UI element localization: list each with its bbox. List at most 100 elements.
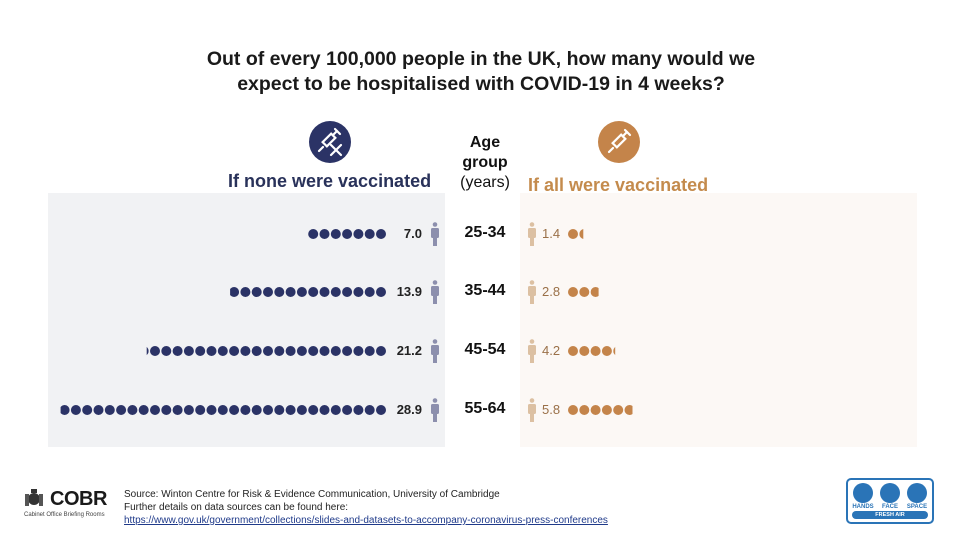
dot-s0-r2 bbox=[183, 346, 194, 356]
hands-face-space-badge: HANDS FACE SPACE FRESH AIR bbox=[846, 478, 934, 524]
dot-s0-r3 bbox=[217, 405, 228, 415]
person-icon bbox=[527, 280, 537, 304]
dot-s1-r2 bbox=[601, 346, 612, 356]
age-label: 25-34 bbox=[464, 224, 506, 241]
dot-s1-r1 bbox=[568, 287, 578, 297]
dot-s0-r2 bbox=[206, 346, 217, 356]
dot-s0-r2 bbox=[353, 346, 364, 356]
dot-s0-r3 bbox=[127, 405, 138, 415]
dot-s0-r2 bbox=[364, 346, 375, 356]
dot-s0-r3 bbox=[206, 405, 217, 415]
source-text: Source: Winton Centre for Risk & Evidenc… bbox=[124, 489, 500, 500]
partial-dot-s0-r1 bbox=[230, 287, 240, 297]
value-label-vaccinated: 1.4 bbox=[542, 226, 561, 241]
dot-s0-r1 bbox=[364, 287, 375, 297]
dot-s0-r1 bbox=[274, 287, 285, 297]
dot-s0-r3 bbox=[308, 405, 319, 415]
face-label: FACE bbox=[881, 504, 898, 510]
dot-s0-r0 bbox=[376, 229, 386, 239]
dot-s0-r3 bbox=[93, 405, 104, 415]
person-icon bbox=[527, 339, 537, 363]
dot-s0-r2 bbox=[296, 346, 307, 356]
dot-s0-r3 bbox=[353, 405, 364, 415]
space-label: SPACE bbox=[906, 504, 928, 510]
dot-s1-r2 bbox=[568, 346, 578, 356]
hands-icon bbox=[853, 483, 873, 503]
dot-s0-r2 bbox=[150, 346, 160, 356]
vaccinated-panel bbox=[520, 193, 917, 447]
age-label: 55-64 bbox=[464, 400, 506, 417]
person-icon bbox=[430, 339, 440, 363]
dot-s0-r1 bbox=[342, 287, 353, 297]
dot-s0-r3 bbox=[161, 405, 172, 415]
value-label-unvaccinated: 13.9 bbox=[396, 284, 422, 299]
dot-s0-r0 bbox=[364, 229, 375, 239]
dot-s0-r3 bbox=[183, 405, 194, 415]
dot-s0-r2 bbox=[172, 346, 183, 356]
value-label-unvaccinated: 21.2 bbox=[396, 343, 422, 358]
dot-s0-r0 bbox=[308, 229, 319, 239]
partial-dot-s0-r2 bbox=[146, 347, 149, 355]
dot-s0-r2 bbox=[263, 346, 273, 356]
person-icon bbox=[430, 280, 440, 304]
data-sources-link[interactable]: https://www.gov.uk/government/collection… bbox=[124, 515, 608, 526]
dot-s0-r1 bbox=[308, 287, 319, 297]
dot-s0-r2 bbox=[217, 346, 228, 356]
dot-s0-r1 bbox=[263, 287, 273, 297]
dot-s0-r3 bbox=[376, 405, 386, 415]
dot-s0-r3 bbox=[285, 405, 296, 415]
person-icon bbox=[527, 398, 537, 422]
title-line-1: Out of every 100,000 people in the UK, h… bbox=[206, 48, 756, 70]
dot-s0-r3 bbox=[70, 405, 81, 415]
details-text: Further details on data sources can be f… bbox=[124, 502, 349, 513]
dot-s0-r3 bbox=[251, 405, 262, 415]
age-header-line-2: group bbox=[462, 154, 508, 171]
dot-s0-r2 bbox=[319, 346, 330, 356]
dot-s0-r2 bbox=[195, 346, 206, 356]
age-header-line-1: Age bbox=[469, 134, 501, 151]
dot-s0-r2 bbox=[251, 346, 262, 356]
syringe-icon bbox=[598, 121, 640, 163]
cobr-logo: COBR Cabinet Office Briefing Rooms bbox=[22, 488, 107, 518]
value-label-unvaccinated: 7.0 bbox=[403, 226, 422, 241]
dot-s1-r3 bbox=[590, 405, 601, 415]
person-icon bbox=[430, 398, 440, 422]
value-label-unvaccinated: 28.9 bbox=[396, 402, 422, 417]
age-label: 35-44 bbox=[464, 282, 506, 299]
dot-s0-r1 bbox=[319, 287, 330, 297]
dot-s1-r3 bbox=[579, 405, 590, 415]
dot-s0-r0 bbox=[353, 229, 364, 239]
dot-s0-r3 bbox=[150, 405, 160, 415]
person-icon bbox=[430, 222, 440, 246]
royal-crest-icon bbox=[25, 489, 43, 506]
dot-s0-r0 bbox=[342, 229, 353, 239]
dot-s0-r2 bbox=[240, 346, 251, 356]
person-icon bbox=[527, 222, 537, 246]
dot-s0-r1 bbox=[296, 287, 307, 297]
dot-s0-r2 bbox=[342, 346, 353, 356]
dot-s0-r2 bbox=[229, 346, 240, 356]
dot-s0-r3 bbox=[364, 405, 375, 415]
dot-s1-r1 bbox=[579, 287, 590, 297]
dot-s0-r3 bbox=[263, 405, 273, 415]
dot-s0-r2 bbox=[161, 346, 172, 356]
dot-s0-r2 bbox=[376, 346, 386, 356]
dot-s0-r3 bbox=[229, 405, 240, 415]
dot-s0-r1 bbox=[240, 287, 251, 297]
dot-s1-r2 bbox=[579, 346, 590, 356]
dot-s0-r3 bbox=[296, 405, 307, 415]
cobr-name: COBR bbox=[50, 488, 107, 510]
legend-vaccinated: If all were vaccinated bbox=[528, 175, 709, 195]
partial-dot-s1-r3 bbox=[624, 405, 633, 415]
partial-dot-s1-r2 bbox=[613, 347, 616, 355]
partial-dot-s1-r0 bbox=[579, 229, 584, 239]
footer-source: Source: Winton Centre for Risk & Evidenc… bbox=[124, 488, 608, 527]
dot-s0-r2 bbox=[330, 346, 341, 356]
dot-s0-r3 bbox=[240, 405, 251, 415]
dot-s0-r2 bbox=[285, 346, 296, 356]
dot-s0-r3 bbox=[319, 405, 330, 415]
dot-s0-r3 bbox=[104, 405, 115, 415]
dot-s1-r3 bbox=[601, 405, 612, 415]
partial-dot-s0-r3 bbox=[60, 405, 70, 415]
